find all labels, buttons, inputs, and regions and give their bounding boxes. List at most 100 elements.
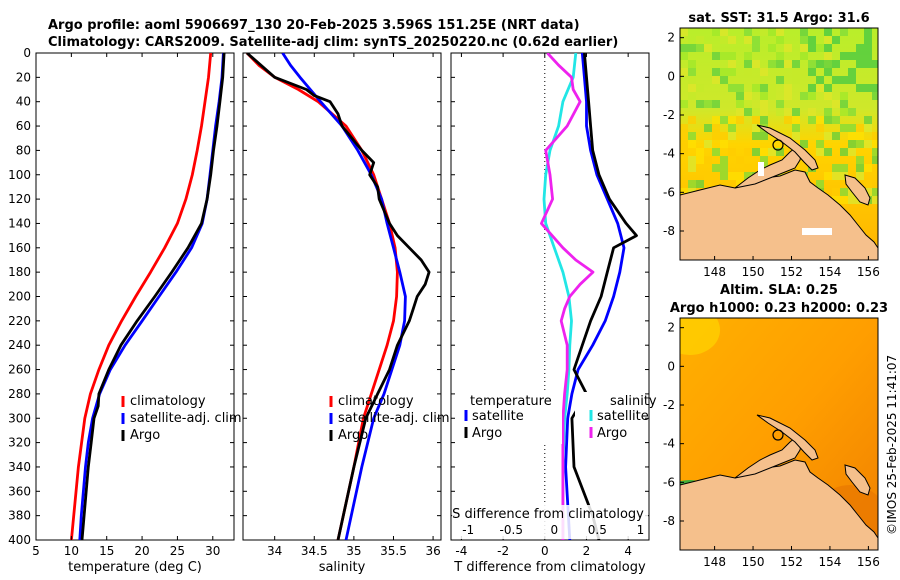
sst-cell xyxy=(768,148,776,156)
x-tick-label: 10 xyxy=(64,544,79,558)
x-tick-label: 20 xyxy=(134,544,149,558)
sst-cell xyxy=(680,68,688,76)
sst-cell xyxy=(824,108,832,116)
sst-cell xyxy=(744,52,752,60)
sst-cell xyxy=(704,44,712,52)
sst-cell xyxy=(792,108,800,116)
sst-cell xyxy=(720,140,728,148)
sst-cell xyxy=(840,108,848,116)
sst-cell xyxy=(728,132,736,140)
sst-cell xyxy=(816,116,824,124)
depth-tick-label: 200 xyxy=(8,290,31,304)
sst-cell xyxy=(816,124,824,132)
depth-tick-label: 260 xyxy=(8,363,31,377)
sst-cell xyxy=(872,188,878,196)
depth-tick-label: 80 xyxy=(16,143,31,157)
depth-tick-label: 140 xyxy=(8,216,31,230)
sst-cell xyxy=(752,148,760,156)
sla-map-title-1: Altim. SLA: 0.25 xyxy=(720,283,838,298)
sst-cell xyxy=(832,196,840,204)
temperature-chart xyxy=(70,53,226,540)
series-line-s-satellite xyxy=(542,53,578,540)
sst-cell xyxy=(856,60,864,68)
sst-cell xyxy=(744,164,752,172)
sst-cell xyxy=(872,156,878,164)
sst-cell xyxy=(760,116,768,124)
depth-tick-label: 180 xyxy=(8,265,31,279)
sst-cell xyxy=(840,28,848,36)
sst-cell xyxy=(768,44,776,52)
sst-cell xyxy=(816,148,824,156)
temperature-x-axis: 5 10 15 20 25 30 xyxy=(32,53,220,558)
sst-cell xyxy=(808,84,816,92)
sst-cell xyxy=(744,68,752,76)
sst-cell xyxy=(816,60,824,68)
depth-tick-label: 240 xyxy=(8,338,31,352)
sst-cell xyxy=(848,148,856,156)
sst-cell xyxy=(720,36,728,44)
sst-cell xyxy=(856,132,864,140)
series-line-argo xyxy=(80,53,226,540)
sst-cell xyxy=(824,44,832,52)
s-difference-axis: -1 -0.5 0 0.5 1 xyxy=(462,523,644,537)
temperature-legend: climatology satellite-adj. clim Argo xyxy=(121,394,242,443)
figure-title-line1: Argo profile: aoml 5906697_130 20-Feb-20… xyxy=(48,18,580,33)
map-y-tick-label: 0 xyxy=(667,69,675,83)
salinity-chart xyxy=(245,53,431,540)
sst-cell xyxy=(824,164,832,172)
map-x-tick-label: 154 xyxy=(818,265,841,279)
sst-cell xyxy=(792,68,800,76)
sst-cell xyxy=(688,84,696,92)
legend-label-s-satellite: satellite xyxy=(597,409,649,424)
sst-cell xyxy=(736,92,744,100)
sst-cell xyxy=(864,124,872,132)
sst-cell xyxy=(736,156,744,164)
sst-cell xyxy=(840,188,848,196)
sst-cell xyxy=(792,116,800,124)
sst-cell xyxy=(824,132,832,140)
map-y-tick-label: -8 xyxy=(663,224,675,238)
sst-cell xyxy=(816,180,824,188)
sst-cell xyxy=(816,76,824,84)
sst-cell xyxy=(680,100,688,108)
sst-cell xyxy=(696,84,704,92)
sst-cell xyxy=(752,124,760,132)
sst-cell xyxy=(680,44,688,52)
sst-cell xyxy=(760,100,768,108)
sst-cell xyxy=(840,196,848,204)
sst-cell xyxy=(872,92,878,100)
sst-cell xyxy=(776,76,784,84)
depth-tick-label: 120 xyxy=(8,192,31,206)
x-tick-label: 15 xyxy=(99,544,114,558)
s-diff-tick-label: -1 xyxy=(462,523,474,537)
sst-cell xyxy=(680,52,688,60)
sst-cell xyxy=(712,52,720,60)
sst-cell xyxy=(784,60,792,68)
sst-cell xyxy=(696,156,704,164)
sst-cell xyxy=(832,164,840,172)
sst-cell xyxy=(768,84,776,92)
x-tick-label: 35 xyxy=(346,544,361,558)
sst-cell xyxy=(752,60,760,68)
legend-label-climatology: climatology xyxy=(130,394,206,409)
sst-cell xyxy=(688,156,696,164)
sst-argo-marker xyxy=(772,139,784,151)
sst-map-axes: 148 150 152 154 156 2 0 -2 -4 -6 -8 xyxy=(663,31,880,279)
salinity-xlabel: salinity xyxy=(319,560,366,575)
map-x-tick-label: 150 xyxy=(742,555,765,569)
temperature-xlabel: temperature (deg C) xyxy=(68,560,202,575)
sst-cell xyxy=(776,108,784,116)
sst-cell xyxy=(856,84,864,92)
sst-cell xyxy=(816,164,824,172)
sst-cell xyxy=(688,180,696,188)
sst-cell xyxy=(776,28,784,36)
x-tick-label: 34 xyxy=(267,544,282,558)
sst-cell xyxy=(864,188,872,196)
x-tick-label: 30 xyxy=(205,544,220,558)
sst-cell xyxy=(720,156,728,164)
depth-tick-label: 400 xyxy=(8,533,31,547)
sst-cell xyxy=(768,92,776,100)
sst-cell xyxy=(704,124,712,132)
s-diff-tick-label: 0 xyxy=(550,523,558,537)
legend-label-argo: Argo xyxy=(338,428,368,443)
